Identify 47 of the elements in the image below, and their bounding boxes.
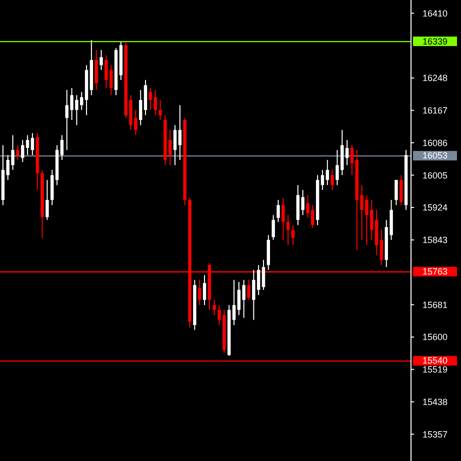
y-tick-label: 16410 — [422, 8, 448, 18]
y-tick-label: 15438 — [422, 396, 448, 407]
candlestick — [178, 104, 182, 160]
y-tick-label: 16005 — [422, 170, 448, 180]
ref-line-label: 15540 — [422, 356, 448, 366]
y-tick-label: 16248 — [422, 73, 448, 84]
candlestick — [94, 49, 98, 90]
candlestick — [345, 139, 349, 166]
candlestick — [272, 214, 275, 240]
candlestick — [26, 134, 30, 156]
candlestick — [262, 259, 266, 290]
candlestick — [202, 274, 206, 306]
y-tick-label: 15519 — [422, 364, 448, 375]
candlestick — [330, 169, 334, 190]
candlestick — [291, 224, 295, 246]
y-tick-label: 15843 — [422, 235, 448, 246]
candlestick — [320, 169, 324, 190]
candlestick — [282, 197, 285, 240]
y-tick-label: 16086 — [422, 138, 448, 148]
candlestick — [380, 229, 384, 266]
y-tick-label: 16167 — [422, 106, 448, 116]
candlestick — [46, 179, 49, 220]
ref-line-label: 16339 — [422, 36, 448, 46]
y-tick-label: 15924 — [422, 202, 448, 213]
candlestick — [326, 159, 329, 186]
candlestick — [138, 89, 142, 126]
candlestick — [60, 134, 64, 160]
ref-line-label: 16053 — [422, 150, 448, 161]
candlestick — [232, 279, 236, 326]
candlestick — [350, 144, 354, 176]
candlestick — [30, 132, 34, 156]
candlestick — [198, 279, 202, 306]
candlestick — [276, 199, 280, 222]
ref-line-label: 15763 — [422, 266, 448, 277]
y-tick-label: 15600 — [422, 332, 448, 342]
y-tick-label: 15357 — [422, 429, 448, 440]
candlestick — [173, 124, 177, 166]
candlestick — [100, 49, 103, 70]
candlestick — [212, 299, 216, 316]
candlestick — [400, 174, 403, 206]
candlestick — [158, 99, 162, 120]
candlestick — [16, 144, 20, 160]
candlestick — [286, 214, 290, 246]
candlestick — [247, 279, 250, 300]
candlestick — [394, 179, 398, 206]
candlestick — [21, 139, 24, 162]
y-tick-label: 15681 — [422, 300, 448, 310]
